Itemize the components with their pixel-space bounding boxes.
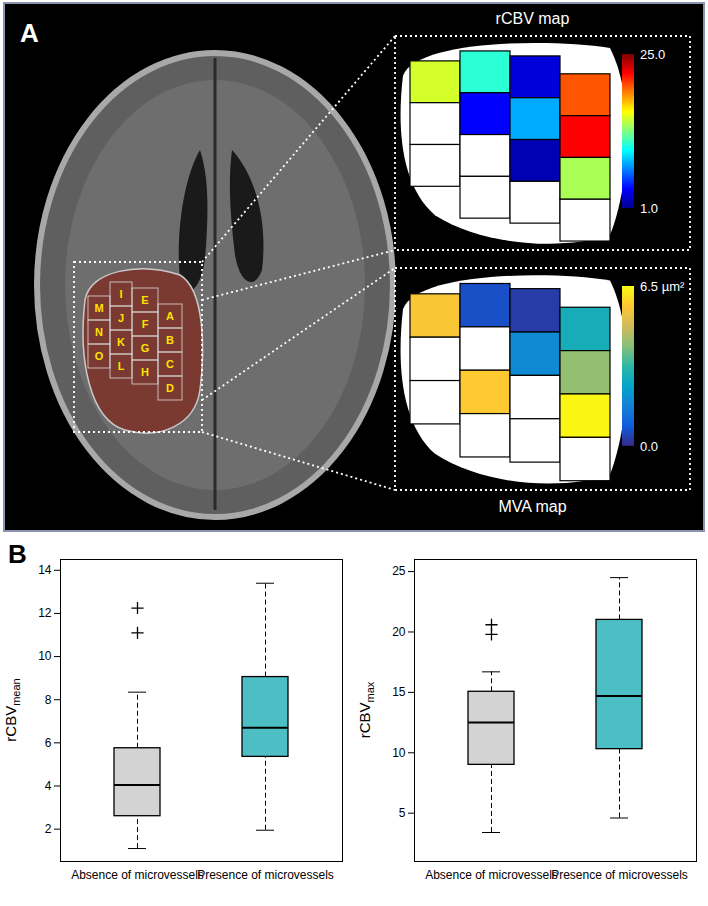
svg-text:Absence of microvessels: Absence of microvessels [425,868,558,882]
svg-text:25.0: 25.0 [640,47,665,62]
svg-text:0.0: 0.0 [640,439,658,454]
svg-text:Absence of microvessels: Absence of microvessels [71,868,204,882]
svg-text:5: 5 [399,806,406,820]
svg-text:14: 14 [38,563,52,577]
svg-text:D: D [166,382,174,394]
svg-text:10: 10 [392,746,406,760]
svg-text:C: C [166,358,174,370]
svg-text:Presence of microvessels: Presence of microvessels [551,868,688,882]
svg-text:20: 20 [392,625,406,639]
svg-text:12: 12 [38,606,52,620]
svg-text:rCBVmean: rCBVmean [2,678,22,741]
svg-text:15: 15 [392,685,406,699]
svg-text:10: 10 [38,649,52,663]
svg-text:J: J [118,312,124,324]
svg-text:I: I [119,288,122,300]
svg-text:2: 2 [45,822,52,836]
svg-text:MVA map: MVA map [498,498,566,515]
svg-text:H: H [141,366,149,378]
svg-text:25: 25 [392,564,406,578]
html-text:B: B [8,539,27,569]
svg-text:6: 6 [45,736,52,750]
svg-text:L: L [118,360,125,372]
svg-text:O: O [95,350,104,362]
svg-text:rCBVmax: rCBVmax [356,681,376,738]
svg-text:N: N [95,326,103,338]
svg-text:4: 4 [45,779,52,793]
svg-text:A: A [20,18,39,48]
svg-text:rCBV map: rCBV map [496,10,570,27]
svg-text:B: B [166,334,174,346]
svg-text:1.0: 1.0 [640,201,658,216]
svg-text:6.5 µm²: 6.5 µm² [640,279,685,294]
svg-text:M: M [94,302,103,314]
svg-text:E: E [141,294,148,306]
svg-text:G: G [141,342,150,354]
svg-text:A: A [166,310,174,322]
svg-text:8: 8 [45,693,52,707]
svg-text:F: F [142,318,149,330]
svg-text:K: K [117,336,125,348]
svg-text:Presence of microvessels: Presence of microvessels [197,868,334,882]
